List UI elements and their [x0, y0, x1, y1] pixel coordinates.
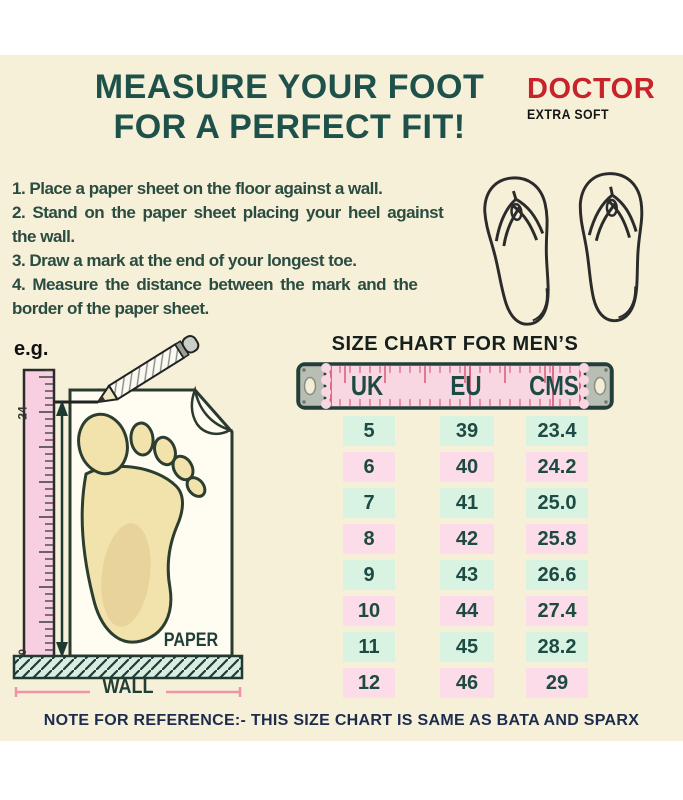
size-cell-eu: 42	[440, 524, 494, 554]
size-cell-eu: 44	[440, 596, 494, 626]
column-label-eu: EU	[450, 370, 482, 401]
size-cell-uk: 5	[343, 416, 395, 446]
poster-canvas: MEASURE YOUR FOOT FOR A PERFECT FIT! DOC…	[0, 55, 683, 741]
size-cell-uk: 8	[343, 524, 395, 554]
size-cell-eu: 45	[440, 632, 494, 662]
column-label-uk: UK	[350, 370, 384, 401]
table-row: 12 46 29	[295, 668, 615, 698]
ruler-top-value: 24	[15, 406, 30, 420]
size-cell-cms: 29	[526, 668, 588, 698]
instruction-line: border of the paper sheet.	[12, 299, 209, 318]
instruction-line: 4. Measure the distance between the mark…	[12, 275, 418, 294]
size-table: 5 39 23.4 6 40 24.2 7 41 25.0 8 42 25.8 …	[295, 416, 615, 704]
table-row: 8 42 25.8	[295, 524, 615, 554]
table-row: 7 41 25.0	[295, 488, 615, 518]
paper-label: PAPER	[163, 630, 219, 651]
instruction-line: 1. Place a paper sheet on the floor agai…	[12, 179, 383, 198]
brand-logo: DOCTOR EXTRA SOFT	[527, 74, 677, 122]
flip-flops-icon	[479, 171, 648, 330]
reference-note: NOTE FOR REFERENCE:- THIS SIZE CHART IS …	[43, 712, 640, 729]
size-cell-uk: 7	[343, 488, 395, 518]
size-cell-cms: 27.4	[526, 596, 588, 626]
size-cell-uk: 6	[343, 452, 395, 482]
size-cell-cms: 28.2	[526, 632, 588, 662]
brand-name: DOCTOR	[527, 73, 656, 105]
title-line-1: MEASURE YOUR FOOT	[94, 68, 485, 106]
size-cell-uk: 11	[343, 632, 395, 662]
table-row: 6 40 24.2	[295, 452, 615, 482]
size-cell-cms: 23.4	[526, 416, 588, 446]
size-cell-eu: 39	[440, 416, 494, 446]
instruction-line: 2. Stand on the paper sheet placing your…	[12, 203, 444, 222]
ruler-bottom-value: 0	[17, 648, 30, 656]
size-cell-eu: 40	[440, 452, 494, 482]
column-label-cms: CMS	[529, 370, 579, 401]
size-cell-uk: 9	[343, 560, 395, 590]
table-row: 11 45 28.2	[295, 632, 615, 662]
flip-flops-illustration	[472, 167, 668, 335]
size-cell-eu: 41	[440, 488, 494, 518]
size-cell-cms: 24.2	[526, 452, 588, 482]
size-cell-uk: 10	[343, 596, 395, 626]
measuring-tape-header: UK EU CMS	[295, 361, 615, 411]
page-title: MEASURE YOUR FOOT FOR A PERFECT FIT!	[22, 67, 557, 147]
instructions-list: 1. Place a paper sheet on the floor agai…	[12, 177, 474, 321]
size-cell-cms: 25.8	[526, 524, 588, 554]
size-cell-eu: 46	[440, 668, 494, 698]
example-label: e.g.	[14, 338, 49, 360]
foot-measuring-diagram: e.g. 24 0 PAPER WALL	[8, 335, 273, 720]
table-row: 10 44 27.4	[295, 596, 615, 626]
size-cell-eu: 43	[440, 560, 494, 590]
table-row: 5 39 23.4	[295, 416, 615, 446]
size-cell-uk: 12	[343, 668, 395, 698]
instruction-line: the wall.	[12, 227, 75, 246]
title-line-2: FOR A PERFECT FIT!	[113, 108, 466, 146]
measuring-tape-icon	[296, 362, 614, 410]
instruction-line: 3. Draw a mark at the end of your longes…	[12, 251, 357, 270]
table-row: 9 43 26.6	[295, 560, 615, 590]
brand-subtitle: EXTRA SOFT	[527, 106, 609, 122]
size-cell-cms: 26.6	[526, 560, 588, 590]
size-cell-cms: 25.0	[526, 488, 588, 518]
foot-diagram-icon	[12, 335, 244, 697]
size-chart-title: SIZE CHART FOR MEN’S	[331, 333, 579, 355]
wall-label: WALL	[102, 676, 154, 698]
